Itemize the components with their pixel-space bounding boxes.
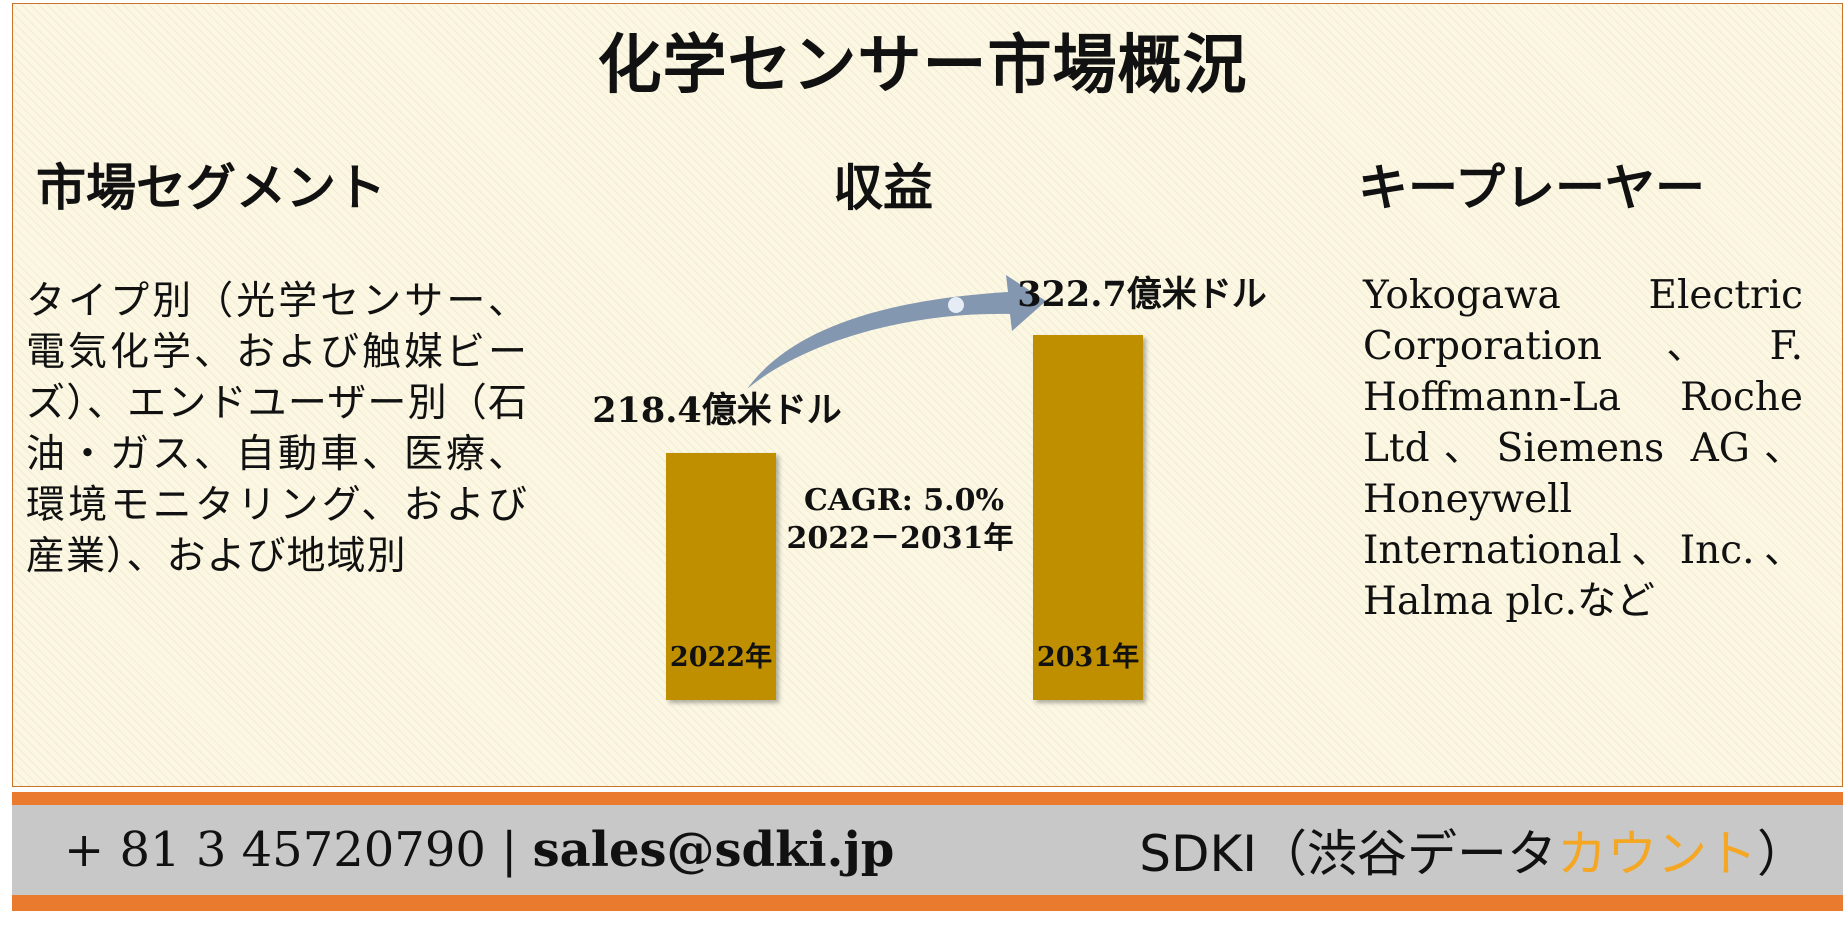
arrow-highlight-icon <box>948 297 964 313</box>
segments-heading: 市場セグメント <box>36 158 386 217</box>
growth-arrow-icon <box>747 275 1046 389</box>
brand-end: ） <box>1757 825 1807 883</box>
bar-2031 <box>1033 335 1143 700</box>
value-label: 322.7億米ドル <box>1017 274 1267 315</box>
phone-number: + 81 3 45720790 <box>64 822 486 878</box>
page-title: 化学センサー市場概況 <box>597 28 1248 103</box>
contact-separator: | <box>485 822 533 878</box>
cagr-period: 2022－2031年 <box>787 521 1014 556</box>
footer-bottom-bar <box>12 895 1843 911</box>
contact-info: + 81 3 45720790 | sales@sdki.jp <box>64 822 894 878</box>
key-players-text: Yokogawa Electric Corporation、F. Hoffman… <box>1363 273 1803 624</box>
bar-2022 <box>666 452 776 700</box>
brand-main: SDKI（渋谷データ <box>1139 825 1557 883</box>
value-label: 218.4億米ドル <box>592 390 842 431</box>
category-label: 2022年 <box>670 641 772 673</box>
category-label: 2031年 <box>1037 641 1139 673</box>
brand-name: SDKI（渋谷データカウント） <box>1139 814 1807 886</box>
brand-accent: カウント <box>1557 825 1757 883</box>
footer-band <box>12 805 1843 895</box>
content-panel <box>12 3 1843 787</box>
revenue-heading: 収益 <box>833 158 933 217</box>
footer-top-bar <box>12 792 1843 805</box>
email-link[interactable]: sales@sdki.jp <box>532 822 895 878</box>
players-heading: キープレーヤー <box>1358 158 1705 217</box>
cagr-label: CAGR: 5.0% <box>804 483 1004 518</box>
segments-text: タイプ別（光学センサー、電気化学、および触媒ビーズ）、エンドユーザー別（石油・ガ… <box>26 279 528 579</box>
